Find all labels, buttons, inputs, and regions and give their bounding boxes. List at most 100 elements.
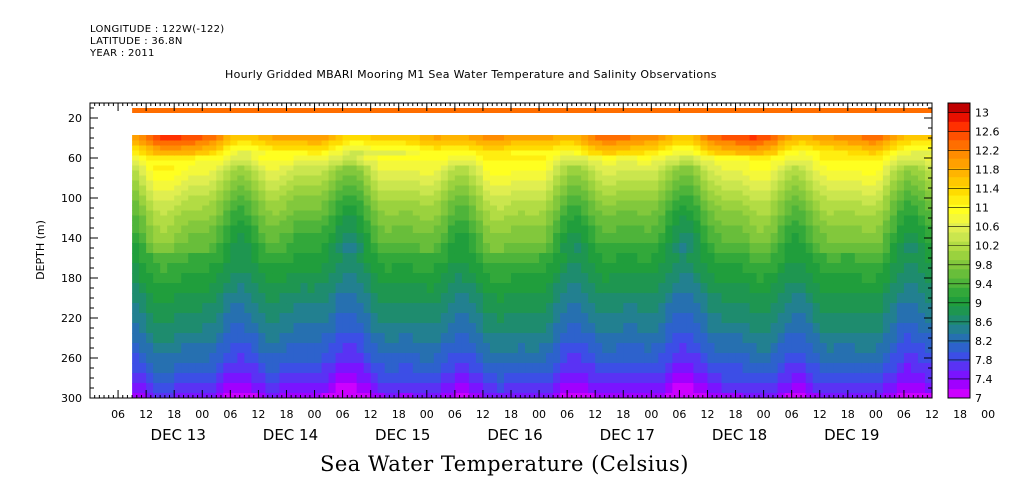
heatmap-cell bbox=[174, 200, 182, 206]
heatmap-cell bbox=[833, 140, 842, 146]
heatmap-cell bbox=[581, 150, 589, 156]
heatmap-cell bbox=[714, 160, 723, 166]
heatmap-cell bbox=[588, 333, 596, 344]
heatmap-cell bbox=[875, 393, 884, 399]
heatmap-cell bbox=[798, 363, 807, 374]
heatmap-cell bbox=[861, 383, 870, 394]
heatmap-cell bbox=[840, 383, 849, 394]
heatmap-cell bbox=[616, 195, 624, 201]
heatmap-cell bbox=[405, 383, 414, 394]
heatmap-cell bbox=[546, 195, 554, 201]
heatmap-cell bbox=[335, 215, 344, 221]
heatmap-cell bbox=[223, 293, 231, 304]
heatmap-cell bbox=[258, 383, 267, 394]
heatmap-cell bbox=[693, 253, 702, 264]
heatmap-cell bbox=[405, 150, 414, 156]
heatmap-cell bbox=[882, 333, 891, 344]
heatmap-cell bbox=[293, 165, 302, 171]
heatmap-cell bbox=[693, 140, 702, 146]
heatmap-cell bbox=[637, 283, 645, 294]
heatmap-cell bbox=[181, 210, 189, 216]
heatmap-cell bbox=[153, 155, 161, 161]
heatmap-cell bbox=[518, 225, 526, 234]
heatmap-cell bbox=[609, 150, 617, 156]
heatmap-cell bbox=[553, 283, 561, 294]
heatmap-cell bbox=[377, 323, 386, 334]
heatmap-cell bbox=[272, 323, 281, 334]
heatmap-cell bbox=[258, 205, 267, 211]
heatmap-cell bbox=[735, 343, 744, 354]
heatmap-cell bbox=[791, 243, 800, 254]
heatmap-cell bbox=[482, 160, 491, 166]
heatmap-cell bbox=[447, 263, 456, 274]
heatmap-cell bbox=[567, 150, 575, 156]
heatmap-cell bbox=[370, 220, 379, 226]
heatmap-cell bbox=[391, 363, 400, 374]
heatmap-cell bbox=[447, 283, 456, 294]
heatmap-cell bbox=[588, 313, 596, 324]
heatmap-cell bbox=[658, 323, 666, 334]
heatmap-cell bbox=[735, 373, 744, 384]
heatmap-cell bbox=[307, 140, 316, 146]
heatmap-cell bbox=[784, 210, 793, 216]
heatmap-cell bbox=[314, 383, 323, 394]
heatmap-cell bbox=[546, 165, 554, 171]
heatmap-cell bbox=[833, 253, 842, 264]
heatmap-cell bbox=[265, 353, 274, 364]
heatmap-cell bbox=[728, 215, 737, 221]
heatmap-cell bbox=[496, 155, 505, 161]
heatmap-cell bbox=[447, 373, 456, 384]
heatmap-cell bbox=[630, 205, 638, 211]
heatmap-cell bbox=[903, 373, 912, 384]
heatmap-cell bbox=[665, 175, 673, 181]
heatmap-cell bbox=[861, 273, 870, 284]
heatmap-cell bbox=[370, 383, 379, 394]
heatmap-cell bbox=[539, 190, 547, 196]
heatmap-cell bbox=[384, 373, 393, 384]
heatmap-cell bbox=[749, 343, 758, 354]
heatmap-cell bbox=[377, 220, 386, 226]
heatmap-cell bbox=[349, 373, 358, 384]
heatmap-cell bbox=[910, 283, 919, 294]
heatmap-cell bbox=[679, 170, 688, 176]
heatmap-cell bbox=[595, 283, 603, 294]
heatmap-cell bbox=[321, 263, 330, 274]
heatmap-cell bbox=[896, 393, 905, 399]
heatmap-cell bbox=[672, 150, 680, 156]
heatmap-cell bbox=[574, 225, 582, 234]
heatmap-cell bbox=[833, 200, 842, 206]
heatmap-cell bbox=[293, 175, 302, 181]
heatmap-cell bbox=[868, 210, 877, 216]
heatmap-cell bbox=[714, 215, 723, 221]
heatmap-cell bbox=[644, 225, 652, 234]
heatmap-cell bbox=[721, 145, 730, 151]
heatmap-cell bbox=[777, 233, 786, 244]
heatmap-cell bbox=[468, 273, 477, 284]
heatmap-cell bbox=[532, 160, 540, 166]
heatmap-cell bbox=[812, 263, 821, 274]
heatmap-cell bbox=[461, 220, 470, 226]
heatmap-cell bbox=[616, 243, 624, 254]
heatmap-cell bbox=[763, 243, 772, 254]
heatmap-cell bbox=[721, 220, 730, 226]
heatmap-cell bbox=[588, 383, 596, 394]
heatmap-cell bbox=[539, 303, 547, 314]
heatmap-cell bbox=[503, 200, 512, 206]
heatmap-cell bbox=[139, 283, 147, 294]
heatmap-cell bbox=[700, 175, 709, 181]
heatmap-cell bbox=[833, 225, 842, 234]
heatmap-cell bbox=[454, 233, 463, 244]
heatmap-cell bbox=[602, 215, 610, 221]
heatmap-cell bbox=[475, 135, 484, 141]
heatmap-cell bbox=[461, 233, 470, 244]
heatmap-cell bbox=[251, 155, 259, 161]
heatmap-cell bbox=[637, 185, 645, 191]
heatmap-cell bbox=[665, 140, 673, 146]
heatmap-cell bbox=[553, 140, 561, 146]
heatmap-cell bbox=[763, 225, 772, 234]
heatmap-cell bbox=[651, 180, 659, 186]
heatmap-cell bbox=[630, 313, 638, 324]
colorbar-tick-label: 12.2 bbox=[975, 145, 1000, 158]
heatmap-cell bbox=[889, 175, 898, 181]
heatmap-cell bbox=[405, 195, 414, 201]
